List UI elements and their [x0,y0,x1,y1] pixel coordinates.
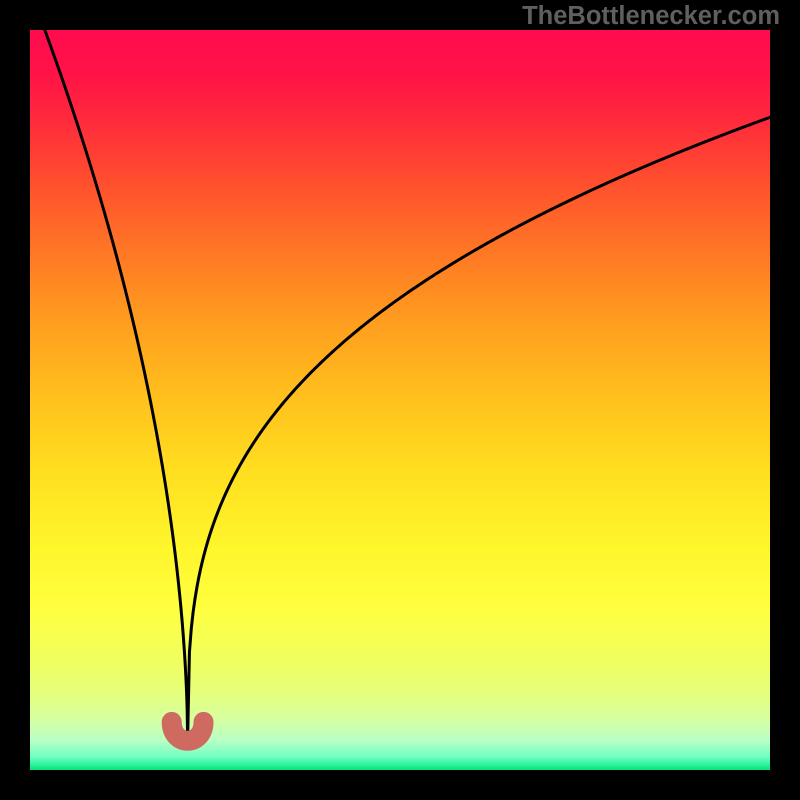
chart-overlay [30,30,770,770]
chart-plot-area [30,30,770,770]
bottleneck-curve [45,30,770,740]
watermark-text: TheBottlenecker.com [522,2,780,31]
